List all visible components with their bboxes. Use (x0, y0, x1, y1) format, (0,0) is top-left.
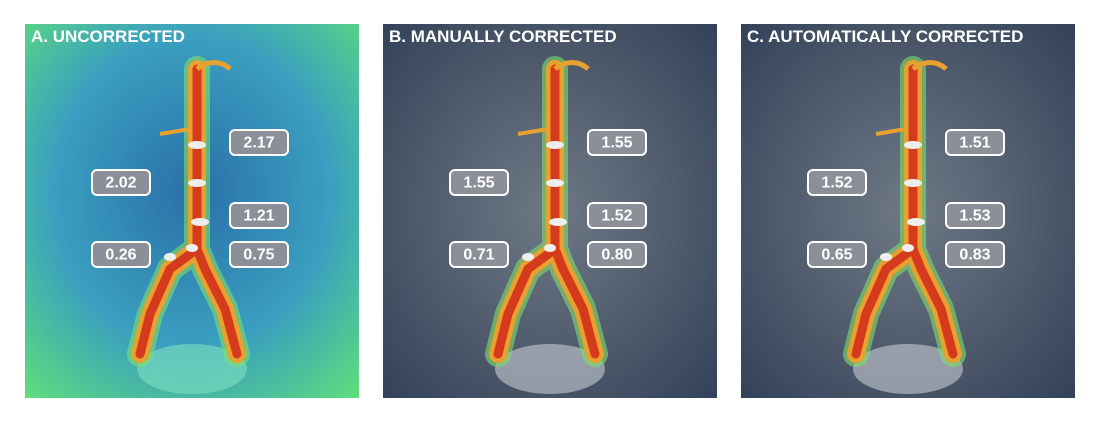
label-box (229, 129, 289, 156)
flow-label: 0.83 (959, 247, 990, 264)
label-box (91, 241, 151, 268)
flow-label: 0.65 (821, 247, 852, 264)
flow-label: 0.80 (601, 247, 632, 264)
label-box (587, 129, 647, 156)
flow-label: 1.52 (601, 208, 632, 225)
label-box (449, 169, 509, 196)
label-box (587, 202, 647, 229)
label-box (229, 241, 289, 268)
panel: A. UNCORRECTED 2.17 2.02 1.21 0.26 0.75 (25, 24, 359, 398)
flow-label: 2.17 (243, 135, 274, 152)
label-box (807, 169, 867, 196)
pelvis (137, 344, 247, 394)
label-box (91, 169, 151, 196)
flow-label: 1.55 (463, 175, 494, 192)
panel: B. MANUALLY CORRECTED 1.55 1.55 1.52 0.71 0.8… (383, 24, 717, 398)
label-box (945, 202, 1005, 229)
label-box (449, 241, 509, 268)
panel-title: A. UNCORRECTED (31, 27, 185, 46)
panel-title: B. MANUALLY CORRECTED (389, 27, 617, 46)
flow-label: 2.02 (105, 175, 136, 192)
label-box (945, 241, 1005, 268)
label-box (807, 241, 867, 268)
flow-label: 1.55 (601, 135, 632, 152)
flow-label: 1.51 (959, 135, 990, 152)
flow-label: 0.26 (105, 247, 136, 264)
label-box (945, 129, 1005, 156)
label-box (229, 202, 289, 229)
panel-title: C. AUTOMATICALLY CORRECTED (747, 27, 1023, 46)
pelvis (853, 344, 963, 394)
flow-label: 1.21 (243, 208, 274, 225)
flow-label: 0.71 (463, 247, 494, 264)
panel: C. AUTOMATICALLY CORRECTED 1.51 1.52 1.53 0.… (741, 24, 1075, 398)
flow-label: 1.53 (959, 208, 990, 225)
label-box (587, 241, 647, 268)
flow-label: 0.75 (243, 247, 274, 264)
flow-label: 1.52 (821, 175, 852, 192)
pelvis (495, 344, 605, 394)
